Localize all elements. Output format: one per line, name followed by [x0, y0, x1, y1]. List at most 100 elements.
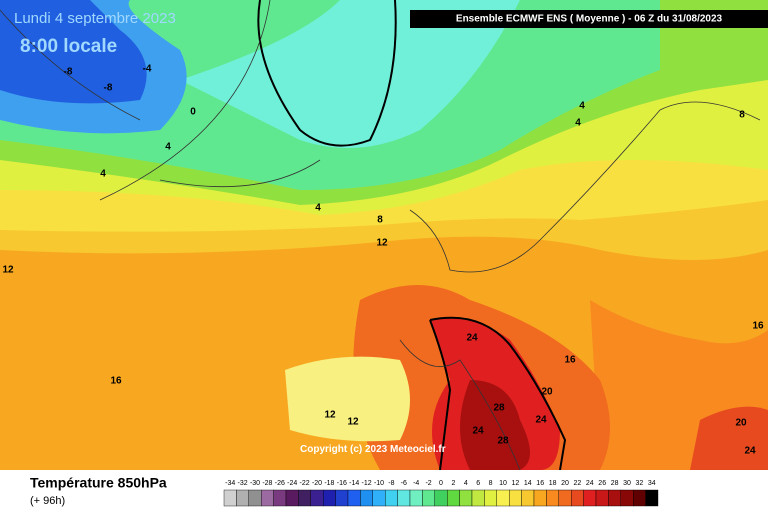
scale-label: -20: [312, 480, 322, 487]
contour-label: 8: [739, 110, 745, 121]
scale-label: -32: [238, 480, 248, 487]
scale-label: 18: [549, 480, 557, 487]
contour-label: 4: [579, 101, 585, 112]
scale-swatch: [546, 489, 560, 507]
scale-label: -26: [275, 480, 285, 487]
scale-swatch: [533, 489, 547, 507]
scale-swatch: [323, 489, 336, 507]
scale-label: 10: [499, 480, 507, 487]
scale-swatch: [558, 489, 572, 507]
scale-label: 6: [476, 480, 480, 487]
scale-swatch: [335, 489, 349, 507]
contour-label: 4: [165, 142, 171, 153]
scale-label: 8: [489, 480, 493, 487]
scale-swatch: [285, 489, 299, 507]
color-scale: -34 -32 -30 -28 -26 -24 -22 -20 -18 -16 -14 -12 -10-…: [223, 480, 659, 507]
scale-label: -6: [401, 480, 407, 487]
contour-label: 24: [466, 333, 478, 344]
scale-label: -28: [262, 480, 272, 487]
scale-label: 20: [561, 480, 569, 487]
contour-label: 20: [541, 387, 553, 398]
scale-label: 0: [439, 480, 443, 487]
scale-label: 4: [464, 480, 468, 487]
time: 8:00 locale: [20, 36, 117, 57]
scale-swatch: [608, 489, 622, 507]
model-info: Ensemble ECMWF ENS ( Moyenne ) - 06 Z du…: [456, 14, 723, 25]
contour-24: [429, 316, 567, 471]
scale-swatch: [223, 489, 237, 507]
zone-east-hot: [690, 406, 768, 470]
zone-cool-spot: [285, 356, 410, 442]
scale-label: -8: [388, 480, 394, 487]
contour-label: 24: [744, 446, 756, 457]
scale-label: -18: [324, 480, 334, 487]
zone-0: [180, 0, 520, 148]
date: Lundi 4 septembre 2023: [14, 10, 176, 27]
scale-swatch: [310, 489, 324, 507]
scale-label: -16: [337, 480, 347, 487]
scale-swatch: [298, 489, 311, 507]
contour-label: 8: [377, 215, 383, 226]
scale-label: -14: [349, 480, 359, 487]
scale-swatch: [496, 489, 510, 507]
scale-label: 2: [451, 480, 455, 487]
coastlines: [0, 0, 321, 201]
contour-label: -8: [104, 83, 113, 94]
scale-label: 14: [524, 480, 532, 487]
scale-swatch: [347, 489, 361, 507]
contour-labels: -8 -8 -4 0 4 4 4 8 12 12 16 12 12 24 16 20 28 24 24 28 20 24 1…: [2, 64, 764, 457]
scale-swatch: [459, 489, 473, 507]
scale-swatch: [484, 489, 497, 507]
contour-label: 4: [575, 118, 581, 129]
scale-swatch: [360, 489, 373, 507]
scale-swatch: [385, 489, 398, 507]
scale-label: 24: [586, 480, 594, 487]
zone-colder: [0, 0, 147, 104]
scale-swatch: [434, 489, 448, 507]
scale-label: -2: [425, 480, 431, 487]
scale-swatch: [509, 489, 522, 507]
scale-swatch: [521, 489, 535, 507]
scale-swatch: [372, 489, 386, 507]
scale-swatch: [248, 489, 262, 507]
contour-label: 12: [324, 410, 336, 421]
scale-swatch: [397, 489, 411, 507]
scale-label: 34: [648, 480, 656, 487]
contour-label: 24: [472, 426, 484, 437]
contour-label: 4: [315, 203, 321, 214]
scale-swatch: [236, 489, 249, 507]
scale-swatch: [595, 489, 609, 507]
footer-lead: (+ 96h): [30, 495, 65, 507]
scale-swatch: [422, 489, 435, 507]
scale-label: -34: [225, 480, 235, 487]
scale-label: 32: [636, 480, 644, 487]
contour-label: 16: [564, 355, 576, 366]
scale-swatch: [447, 489, 460, 507]
scale-label: 28: [611, 480, 619, 487]
contour-label: 28: [497, 436, 509, 447]
scale-label: -30: [250, 480, 260, 487]
scale-swatch: [583, 489, 597, 507]
scale-label: -12: [362, 480, 372, 487]
scale-label: 30: [623, 480, 631, 487]
contour-label: 20: [735, 418, 747, 429]
scale-label: -4: [413, 480, 419, 487]
contour-label: 12: [347, 417, 359, 428]
scale-swatch: [571, 489, 584, 507]
contour-label: 12: [2, 265, 14, 276]
contour-label: 16: [110, 376, 122, 387]
copyright: Copyright (c) 2023 Meteociel.fr: [300, 444, 446, 455]
scale-swatch: [273, 489, 287, 507]
contour-label: -4: [143, 64, 152, 75]
contour-label: 12: [376, 238, 388, 249]
scale-label: 22: [574, 480, 582, 487]
scale-label: 26: [598, 480, 606, 487]
scale-label: 16: [536, 480, 544, 487]
contour-label: 0: [190, 107, 196, 118]
scale-swatch: [645, 489, 659, 507]
contour-label: 16: [752, 321, 764, 332]
contour-label: 4: [100, 169, 106, 180]
scale-label: -24: [287, 480, 297, 487]
contour-label: -8: [64, 67, 73, 78]
